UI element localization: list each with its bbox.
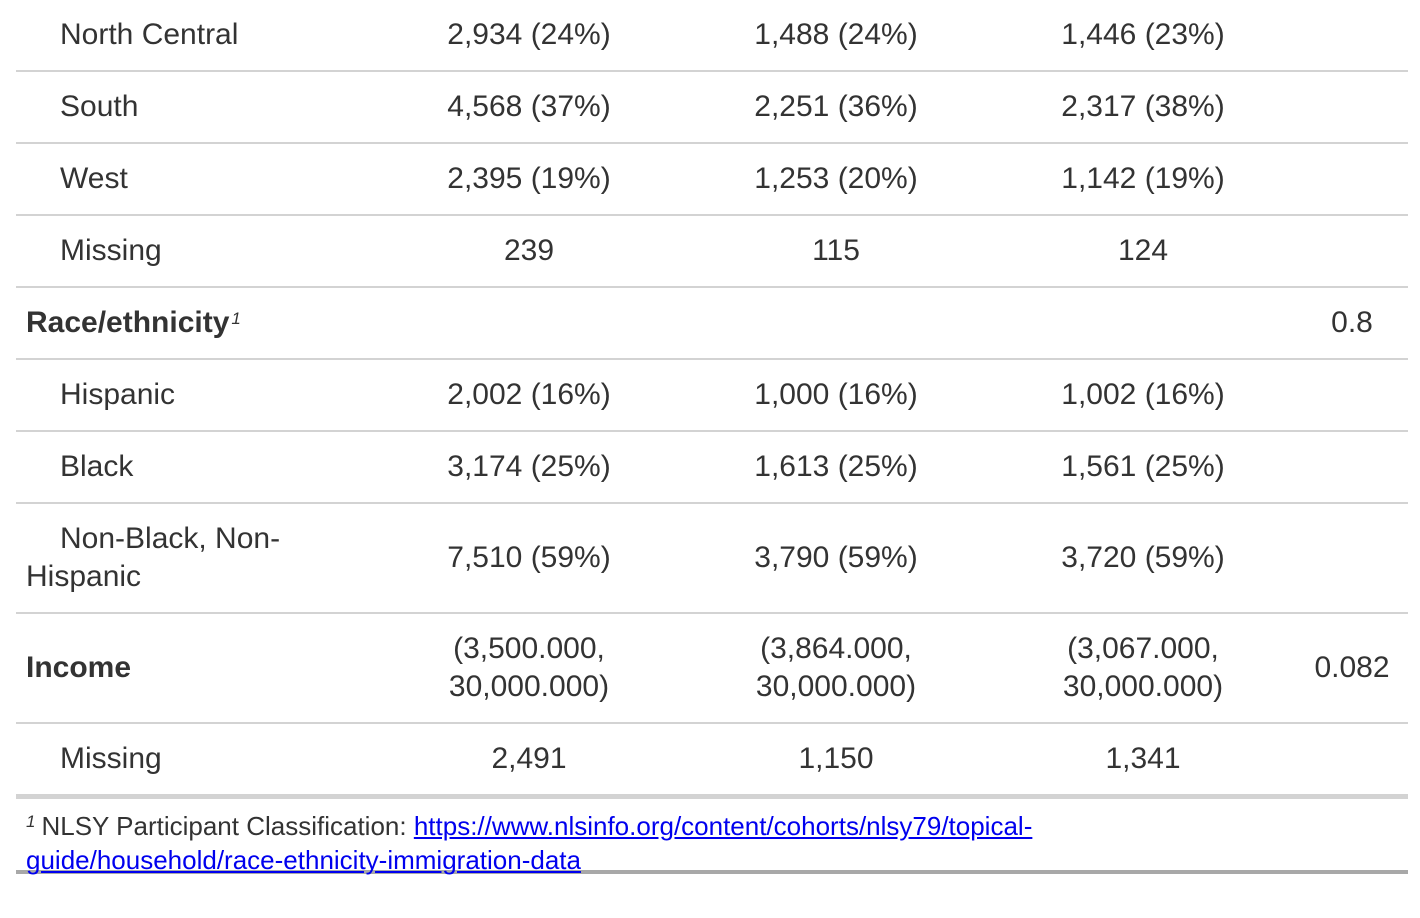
row-label: North Central [16,0,376,72]
cell-value: (3,864.000, 30,000.000) [682,613,990,724]
cell-value-line: (3,067.000, [1067,632,1219,665]
variable-label: Income [16,613,376,724]
footnote-link[interactable]: https://www.nlsinfo.org/content/cohorts/… [26,811,1032,875]
cell-value: (3,067.000, 30,000.000) [990,613,1296,724]
cell-value: 1,142 (19%) [990,143,1296,216]
cell-value: 2,251 (36%) [682,71,990,144]
table-row: Missing 2,491 1,150 1,341 [16,723,1408,796]
footnote-text: NLSY Participant Classification: [41,811,414,841]
footnote-link-line: https://www.nlsinfo.org/content/cohorts/… [413,811,1033,841]
table-row: Hispanic 2,002 (16%) 1,000 (16%) 1,002 (… [16,359,1408,432]
table-row: Black 3,174 (25%) 1,613 (25%) 1,561 (25%… [16,431,1408,504]
p-value [1296,359,1408,432]
cell-value [376,287,682,360]
cell-value: 2,317 (38%) [990,71,1296,144]
cell-value: 115 [682,215,990,288]
table-row: South 4,568 (37%) 2,251 (36%) 2,317 (38%… [16,71,1408,144]
table-footnote: 1 NLSY Participant Classification: https:… [16,796,1408,875]
cell-value: 1,341 [990,723,1296,796]
row-label: West [16,143,376,216]
cell-value: 1,488 (24%) [682,0,990,72]
p-value [1296,503,1408,614]
p-value [1296,143,1408,216]
cell-value: (3,500.000, 30,000.000) [376,613,682,724]
cell-value: 1,002 (16%) [990,359,1296,432]
p-value [1296,215,1408,288]
table-row-variable: Income (3,500.000, 30,000.000) (3,864.000… [16,613,1408,724]
cell-value: 7,510 (59%) [376,503,682,614]
cell-value: 3,790 (59%) [682,503,990,614]
cell-value: 3,720 (59%) [990,503,1296,614]
table-row-variable: Race/ethnicity 1 0.8 [16,287,1408,360]
p-value: 0.8 [1296,287,1408,360]
cell-value-line: 30,000.000) [1062,670,1224,703]
row-label-line: Non-Black, Non- [60,522,281,555]
table-row: North Central 2,934 (24%) 1,488 (24%) 1,… [16,0,1408,72]
cell-value: 1,000 (16%) [682,359,990,432]
cell-value-line: (3,500.000, [453,632,605,665]
cell-value-line: 30,000.000) [448,670,610,703]
p-value [1296,71,1408,144]
row-label: Black [16,431,376,504]
cell-value: 124 [990,215,1296,288]
cell-value: 2,395 (19%) [376,143,682,216]
summary-table: North Central 2,934 (24%) 1,488 (24%) 1,… [16,0,1408,796]
table-row: Missing 239 115 124 [16,215,1408,288]
table-row: Non-Black, Non- Hispanic 7,510 (59%) 3,79… [16,503,1408,614]
variable-label-text: Race/ethnicity [26,306,230,339]
row-label: Missing [16,723,376,796]
p-value [1296,0,1408,72]
cell-value [990,287,1296,360]
cell-value: 1,561 (25%) [990,431,1296,504]
summary-table-container: North Central 2,934 (24%) 1,488 (24%) 1,… [16,0,1408,875]
cell-value: 239 [376,215,682,288]
cell-value: 2,491 [376,723,682,796]
row-label: Missing [16,215,376,288]
footnote-marker: 1 [231,309,241,328]
table-row: West 2,395 (19%) 1,253 (20%) 1,142 (19%) [16,143,1408,216]
row-label: South [16,71,376,144]
row-label-line: Hispanic [26,560,142,593]
p-value [1296,723,1408,796]
p-value: 0.082 [1296,613,1408,724]
cell-value [682,287,990,360]
cell-value-line: 30,000.000) [755,670,917,703]
p-value [1296,431,1408,504]
cell-value: 1,613 (25%) [682,431,990,504]
cell-value-line: (3,864.000, [760,632,912,665]
cell-value: 3,174 (25%) [376,431,682,504]
row-label: Hispanic [16,359,376,432]
cell-value: 1,150 [682,723,990,796]
cell-value: 2,934 (24%) [376,0,682,72]
footnote-link-line: guide/household/race-ethnicity-immigrati… [26,845,581,875]
cell-value: 2,002 (16%) [376,359,682,432]
variable-label: Race/ethnicity 1 [16,287,376,360]
cell-value: 1,446 (23%) [990,0,1296,72]
footnote-marker: 1 [26,812,36,831]
row-label: Non-Black, Non- Hispanic [16,503,376,614]
cell-value: 1,253 (20%) [682,143,990,216]
cell-value: 4,568 (37%) [376,71,682,144]
